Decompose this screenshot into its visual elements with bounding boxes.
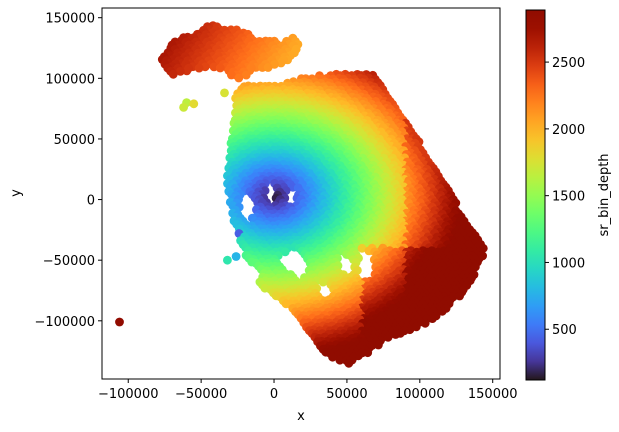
y-tick-label: −50000 xyxy=(43,254,95,269)
y-tick-label: −100000 xyxy=(34,315,95,330)
scatter-point xyxy=(420,318,430,328)
scatter-point xyxy=(227,70,236,80)
colorbar xyxy=(525,9,546,381)
plot-frame xyxy=(101,7,501,380)
x-tick-label: −50000 xyxy=(175,387,227,402)
colorbar-tick-label: 2500 xyxy=(552,56,585,71)
scatter-point xyxy=(357,243,367,253)
x-tick-label: 50000 xyxy=(326,387,367,402)
x-tick-label: 0 xyxy=(270,387,278,402)
scatter-point xyxy=(391,330,400,339)
x-tick-label: 150000 xyxy=(468,387,518,402)
y-tick-label: 50000 xyxy=(54,133,95,148)
colorbar-tick-label: 500 xyxy=(552,323,577,338)
scatter-point xyxy=(189,99,199,109)
x-tick-label: −100000 xyxy=(98,387,159,402)
scatter-point xyxy=(223,255,232,265)
scatter-point xyxy=(335,355,345,365)
y-tick-label: 100000 xyxy=(45,72,95,87)
scatter-point xyxy=(168,69,178,79)
scatter-point xyxy=(179,103,189,112)
y-tick-label: 0 xyxy=(87,194,95,209)
scatter-point xyxy=(234,73,244,83)
x-axis: −100000 −50000 0 50000 100000 150000 xyxy=(98,379,518,402)
scatter-point xyxy=(344,358,354,368)
scatter-point xyxy=(318,277,328,287)
scatter-point xyxy=(176,67,185,76)
x-tick-label: 100000 xyxy=(395,387,445,402)
y-axis: −100000 −50000 0 50000 100000 150000 xyxy=(34,12,102,330)
scatter-point xyxy=(194,63,204,73)
y-axis-label: y xyxy=(9,189,24,197)
colorbar-tick-label: 1500 xyxy=(552,190,585,205)
scatter-point xyxy=(182,66,192,76)
colorbar-ticks: 500 1000 1500 2000 2500 xyxy=(545,56,585,338)
scatter-point xyxy=(374,340,383,350)
x-axis-label: x xyxy=(297,409,305,424)
colorbar-tick-label: 2000 xyxy=(552,123,585,138)
scatter-point xyxy=(215,63,225,73)
scatter-point xyxy=(241,70,251,80)
scatter-point xyxy=(115,317,124,327)
colorbar-tick-label: 1000 xyxy=(552,256,585,271)
y-tick-label: 150000 xyxy=(45,12,95,27)
scatter-point xyxy=(231,252,241,261)
scatter-points xyxy=(115,21,488,368)
scatter-point xyxy=(220,88,229,98)
scatter-point xyxy=(328,352,337,362)
scatter-point xyxy=(280,247,290,257)
colorbar-label: sr_bin_depth xyxy=(597,153,612,236)
scatter-point xyxy=(263,63,273,72)
